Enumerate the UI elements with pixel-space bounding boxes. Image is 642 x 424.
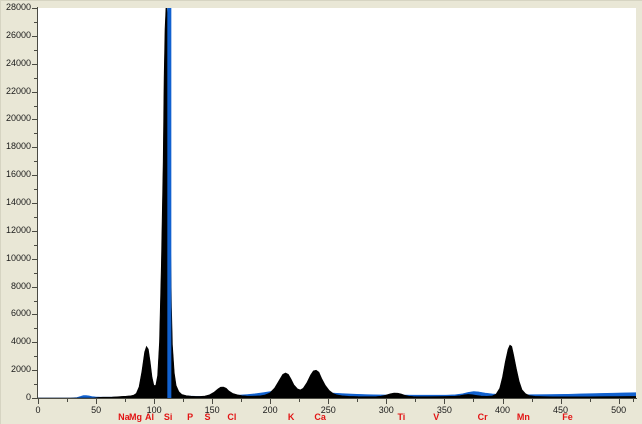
y-axis-tick bbox=[32, 258, 38, 260]
plot-area bbox=[38, 8, 636, 398]
element-marker-cr[interactable]: Cr bbox=[477, 412, 488, 422]
element-marker-si[interactable]: Si bbox=[163, 412, 173, 422]
x-axis-minor-tick bbox=[357, 399, 359, 402]
x-axis-minor-tick bbox=[299, 399, 301, 402]
y-axis-tick-label: 14000 bbox=[5, 197, 31, 207]
y-axis-tick-label: 16000 bbox=[5, 169, 31, 180]
spectrum-plot-svg bbox=[38, 8, 636, 398]
y-axis-tick-label: 24000 bbox=[5, 57, 31, 68]
x-axis-tick-label: 250 bbox=[320, 405, 336, 415]
y-axis-minor-tick bbox=[34, 384, 38, 386]
element-marker-ti[interactable]: Ti bbox=[397, 412, 406, 422]
y-axis-tick bbox=[32, 342, 38, 344]
element-marker-na[interactable]: Na bbox=[118, 412, 130, 422]
x-axis-tick bbox=[96, 399, 98, 404]
x-axis-minor-tick bbox=[531, 399, 533, 402]
y-axis-tick bbox=[32, 286, 38, 288]
spectrum-blue-area bbox=[38, 347, 636, 398]
y-axis-minor-tick bbox=[34, 244, 38, 246]
y-axis-tick-label: 0 bbox=[25, 392, 31, 402]
y-axis-tick bbox=[32, 147, 38, 149]
y-axis-tick-label: 8000 bbox=[10, 280, 31, 291]
y-axis-tick bbox=[32, 230, 38, 232]
x-axis-line bbox=[37, 398, 637, 399]
x-axis-minor-tick bbox=[415, 399, 417, 402]
element-marker-ca[interactable]: Ca bbox=[314, 412, 326, 422]
x-axis-tick-label: 100 bbox=[146, 405, 162, 415]
y-axis-minor-tick bbox=[34, 272, 38, 274]
x-axis-tick bbox=[38, 399, 39, 404]
y-axis-tick bbox=[32, 35, 38, 37]
element-marker-fe[interactable]: Fe bbox=[562, 412, 573, 422]
x-axis-minor-tick bbox=[67, 399, 68, 402]
element-marker-v[interactable]: V bbox=[433, 412, 440, 422]
y-axis-tick-label: 18000 bbox=[5, 141, 31, 152]
spectrum-black-area bbox=[38, 8, 636, 398]
si-peak-cursor-line[interactable] bbox=[167, 8, 172, 398]
y-axis-minor-tick bbox=[34, 49, 38, 51]
x-axis-tick bbox=[560, 399, 562, 404]
x-axis-tick-label: 450 bbox=[552, 405, 569, 415]
y-axis-minor-tick bbox=[34, 216, 38, 218]
x-axis-tick-label: 150 bbox=[204, 405, 220, 415]
x-axis-tick-label: 50 bbox=[91, 405, 102, 415]
element-marker-cl[interactable]: Cl bbox=[227, 412, 237, 422]
y-axis-tick-label: 10000 bbox=[5, 252, 31, 263]
x-axis-tick-label: 500 bbox=[611, 405, 627, 415]
y-axis-tick bbox=[32, 203, 38, 204]
x-axis-tick bbox=[386, 399, 388, 404]
y-axis-tick bbox=[32, 119, 38, 121]
y-axis-tick-label: 12000 bbox=[5, 224, 31, 235]
y-axis-minor-tick bbox=[34, 328, 38, 330]
y-axis-tick-label: 2000 bbox=[10, 364, 31, 375]
x-axis-tick bbox=[618, 399, 620, 404]
y-axis-minor-tick bbox=[34, 21, 38, 23]
x-axis-tick bbox=[328, 399, 330, 404]
x-axis-tick-label: 350 bbox=[436, 405, 452, 415]
y-axis-tick-label: 4000 bbox=[10, 336, 31, 347]
y-axis-tick bbox=[32, 175, 38, 177]
y-axis-minor-tick bbox=[34, 133, 38, 135]
y-axis-minor-tick bbox=[34, 189, 38, 191]
y-axis-minor-tick bbox=[34, 161, 38, 163]
element-marker-al[interactable]: Al bbox=[145, 412, 154, 422]
y-axis-minor-tick bbox=[34, 105, 38, 107]
y-axis-minor-tick bbox=[34, 300, 38, 302]
y-axis-tick bbox=[32, 370, 38, 372]
x-axis-minor-tick bbox=[589, 399, 591, 402]
x-axis-tick-label: 400 bbox=[494, 405, 511, 415]
x-axis-minor-tick bbox=[241, 399, 243, 402]
element-marker-k[interactable]: K bbox=[287, 412, 295, 422]
element-marker-mn[interactable]: Mn bbox=[516, 412, 530, 422]
y-axis-tick bbox=[32, 91, 38, 93]
x-axis-tick-label: 0 bbox=[35, 405, 41, 415]
x-axis-minor-tick bbox=[183, 399, 185, 402]
y-axis-tick-label: 20000 bbox=[5, 113, 31, 124]
y-axis-tick bbox=[32, 398, 38, 399]
y-axis-minor-tick bbox=[34, 356, 38, 358]
x-axis-tick bbox=[270, 399, 272, 404]
x-axis-minor-tick bbox=[473, 399, 475, 402]
y-axis-tick bbox=[32, 63, 38, 65]
x-axis-tick bbox=[212, 399, 214, 404]
x-axis-tick bbox=[444, 399, 446, 404]
element-marker-mg[interactable]: Mg bbox=[129, 412, 142, 422]
x-axis-tick-label: 300 bbox=[378, 405, 394, 415]
y-axis-tick-label: 22000 bbox=[5, 85, 31, 96]
x-axis-tick bbox=[502, 399, 504, 404]
x-axis-tick bbox=[154, 399, 156, 404]
y-axis-tick bbox=[32, 8, 38, 9]
x-axis-tick-label: 200 bbox=[262, 405, 278, 415]
y-axis-tick bbox=[32, 314, 38, 316]
element-marker-s[interactable]: S bbox=[204, 412, 211, 422]
y-axis-tick-label: 26000 bbox=[5, 29, 31, 40]
y-axis-minor-tick bbox=[34, 77, 38, 79]
x-axis-minor-tick bbox=[633, 399, 635, 402]
x-axis-minor-tick bbox=[125, 399, 127, 402]
y-axis-tick-label: 28000 bbox=[5, 2, 31, 12]
y-axis-tick-label: 6000 bbox=[10, 308, 31, 319]
element-marker-p[interactable]: P bbox=[187, 412, 194, 422]
